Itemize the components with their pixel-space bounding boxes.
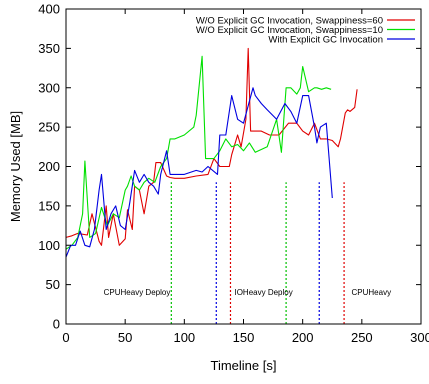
annotations: CPUHeavy Deploy IOHeavy Deploy CPUHeavy: [104, 288, 391, 297]
x-tick-label: 300: [410, 330, 429, 345]
y-axis-title: Memory Used [MB]: [8, 111, 23, 222]
series-line: [65, 47, 358, 246]
x-axis-title: Timeline [s]: [211, 358, 277, 373]
legend: W/O Explicit GC Invocation, Swappiness=6…: [196, 15, 415, 45]
x-tick-label: 250: [351, 330, 373, 345]
y-tick-label: 400: [38, 2, 60, 17]
x-tick-label: 200: [292, 330, 314, 345]
y-tick-label: 350: [38, 41, 60, 56]
legend-label: W/O Explicit GC Invocation, Swappiness=1…: [196, 25, 383, 36]
y-tick-label: 200: [38, 159, 60, 174]
y-tick-label: 100: [38, 238, 60, 253]
x-tick-label: 150: [233, 330, 255, 345]
legend-label: With Explicit GC Invocation: [268, 34, 383, 45]
plot-area-frame: [65, 8, 422, 325]
y-tick-label: 150: [38, 198, 60, 213]
annotation-text: CPUHeavy Deploy: [104, 288, 171, 297]
x-tick-label: 0: [62, 330, 69, 345]
annotation-text: IOHeavy Deploy: [234, 288, 292, 297]
y-tick-label: 50: [46, 277, 60, 292]
y-tick-label: 0: [53, 317, 60, 332]
deploy-marker-lines: [170, 182, 345, 324]
legend-label: W/O Explicit GC Invocation, Swappiness=6…: [196, 15, 383, 26]
y-tick-label: 300: [38, 80, 60, 95]
x-tick-label: 100: [173, 330, 195, 345]
axis-ticks: 0 50 100 150 200 250 300 0 50 100 150 200 250 300 350 4…: [38, 2, 429, 346]
series-line: [65, 87, 333, 258]
series-lines: [65, 47, 358, 258]
annotation-text: CPUHeavy: [352, 288, 392, 297]
y-tick-label: 250: [38, 120, 60, 135]
x-tick-label: 50: [118, 330, 132, 345]
